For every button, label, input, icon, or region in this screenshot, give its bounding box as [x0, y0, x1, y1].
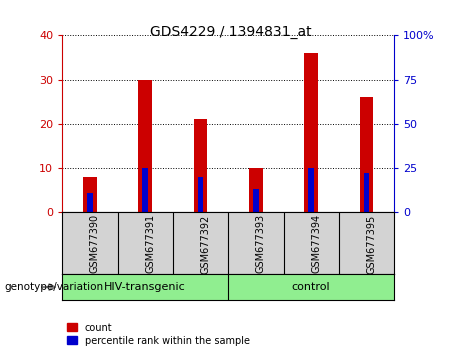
- Text: GSM677391: GSM677391: [145, 214, 155, 273]
- Bar: [304, 53, 318, 212]
- Bar: [138, 80, 152, 212]
- Bar: [364, 173, 369, 212]
- Bar: [142, 168, 148, 212]
- Text: control: control: [292, 282, 331, 292]
- Text: GSM677392: GSM677392: [201, 214, 211, 274]
- Text: GDS4229 / 1394831_at: GDS4229 / 1394831_at: [150, 25, 311, 39]
- Text: genotype/variation: genotype/variation: [5, 282, 104, 292]
- Bar: [308, 168, 314, 212]
- Legend: count, percentile rank within the sample: count, percentile rank within the sample: [67, 323, 249, 346]
- Bar: [253, 189, 259, 212]
- Bar: [360, 97, 373, 212]
- Bar: [194, 120, 207, 212]
- Bar: [83, 177, 97, 212]
- Text: HIV-transgenic: HIV-transgenic: [104, 282, 186, 292]
- Bar: [249, 168, 263, 212]
- Text: GSM677390: GSM677390: [90, 214, 100, 273]
- Text: GSM677394: GSM677394: [311, 214, 321, 273]
- Bar: [87, 193, 93, 212]
- Bar: [198, 177, 203, 212]
- Text: GSM677395: GSM677395: [366, 214, 377, 274]
- Text: GSM677393: GSM677393: [256, 214, 266, 273]
